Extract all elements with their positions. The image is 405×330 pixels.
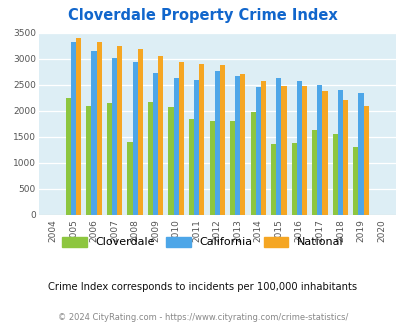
Bar — [240, 75, 245, 214]
Bar — [173, 79, 178, 214]
Bar — [260, 81, 265, 214]
Bar — [234, 76, 240, 215]
Bar — [107, 103, 112, 214]
Bar — [96, 42, 102, 214]
Legend: Cloverdale, California, National: Cloverdale, California, National — [58, 232, 347, 252]
Bar — [76, 38, 81, 214]
Bar — [209, 121, 214, 214]
Bar — [271, 145, 275, 214]
Bar — [91, 51, 96, 214]
Bar — [219, 65, 224, 214]
Bar — [230, 121, 234, 214]
Bar — [352, 147, 358, 214]
Bar — [147, 102, 153, 214]
Bar — [132, 61, 137, 214]
Bar — [168, 107, 173, 214]
Bar — [158, 56, 163, 214]
Bar — [362, 106, 368, 214]
Bar — [71, 42, 76, 214]
Bar — [281, 86, 286, 214]
Bar — [311, 130, 317, 214]
Bar — [317, 85, 322, 214]
Bar — [86, 106, 91, 214]
Bar — [199, 64, 204, 214]
Text: Cloverdale Property Crime Index: Cloverdale Property Crime Index — [68, 8, 337, 23]
Bar — [66, 98, 71, 214]
Bar — [275, 79, 281, 214]
Bar — [112, 58, 117, 214]
Bar — [117, 46, 122, 214]
Bar — [194, 80, 199, 214]
Bar — [137, 49, 143, 214]
Bar — [332, 134, 337, 214]
Bar — [296, 81, 301, 214]
Bar — [255, 87, 260, 214]
Bar — [301, 86, 306, 214]
Bar — [188, 118, 194, 214]
Bar — [153, 73, 158, 214]
Bar — [178, 61, 183, 214]
Bar — [127, 142, 132, 214]
Bar — [358, 93, 362, 214]
Bar — [322, 91, 327, 214]
Bar — [250, 112, 255, 214]
Text: Crime Index corresponds to incidents per 100,000 inhabitants: Crime Index corresponds to incidents per… — [48, 282, 357, 292]
Text: © 2024 CityRating.com - https://www.cityrating.com/crime-statistics/: © 2024 CityRating.com - https://www.city… — [58, 313, 347, 322]
Bar — [342, 100, 347, 214]
Bar — [214, 71, 219, 215]
Bar — [291, 143, 296, 214]
Bar — [337, 90, 342, 214]
